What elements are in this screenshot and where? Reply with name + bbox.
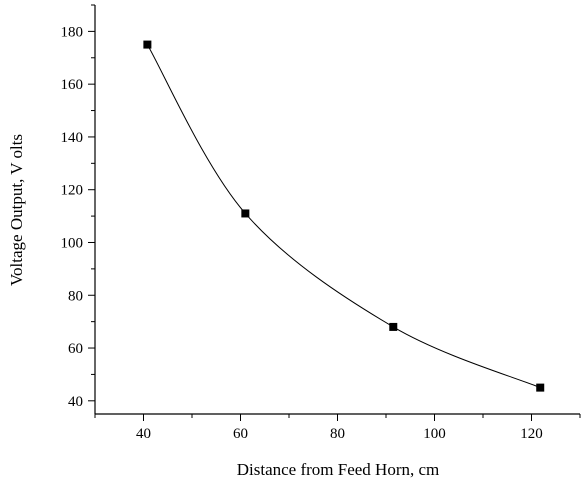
data-markers [143, 40, 545, 392]
series-line [146, 44, 541, 389]
axes [94, 5, 580, 415]
y-tick-label: 160 [61, 77, 84, 93]
data-point-marker [143, 40, 152, 49]
y-tick-label: 80 [68, 288, 83, 304]
x-axis-title: Distance from Feed Horn, cm [237, 460, 440, 479]
y-tick-label: 140 [61, 130, 84, 146]
x-tick-label: 80 [330, 426, 345, 442]
tick-labels: 40 60 80 100 120 40 60 80 100 120 140 160 180 [61, 24, 543, 442]
y-tick-label: 120 [61, 183, 84, 199]
y-tick-label: 100 [61, 235, 84, 251]
y-tick-label: 180 [61, 24, 84, 40]
x-tick-label: 100 [423, 426, 446, 442]
y-tick-label: 60 [68, 341, 83, 357]
ticks [88, 4, 581, 421]
data-point-marker [389, 322, 398, 331]
x-tick-label: 60 [233, 426, 248, 442]
x-tick-label: 40 [136, 426, 151, 442]
data-point-marker [241, 209, 250, 218]
data-point-marker [536, 383, 545, 392]
y-tick-label: 40 [68, 394, 83, 410]
x-tick-label: 120 [520, 426, 543, 442]
y-axis-title: Voltage Output, V olts [7, 134, 26, 286]
